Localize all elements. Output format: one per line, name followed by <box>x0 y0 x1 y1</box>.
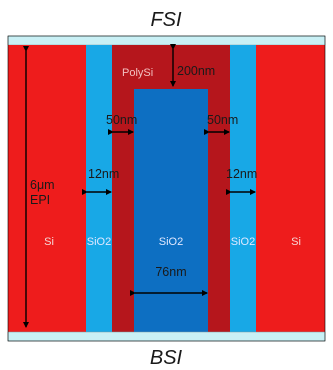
bottom-cap-layer <box>7 331 326 342</box>
sio2-liner-right <box>230 45 256 332</box>
liner-width-label-left: 12nm <box>88 167 119 181</box>
top-cap-layer <box>7 35 326 46</box>
si-label-left: Si <box>44 236 54 248</box>
epi-thickness-label: 6μm <box>30 178 55 192</box>
diagram-outline <box>7 35 326 342</box>
sio2-label-center: SiO2 <box>159 236 183 248</box>
sio2-core <box>134 89 208 332</box>
liner-width-label-right: 12nm <box>226 167 257 181</box>
epi-label: EPI <box>30 193 50 207</box>
sio2-label-left: SiO2 <box>87 236 111 248</box>
polysi-label: PolySi <box>122 67 153 79</box>
fsi-title: FSI <box>150 9 182 31</box>
polysi-width-label-left: 50nm <box>106 113 137 127</box>
sio2-liner-left <box>86 45 112 332</box>
polysi-thickness-label: 200nm <box>177 64 215 78</box>
core-width-label: 76nm <box>155 265 186 279</box>
polysi-width-label-right: 50nm <box>207 113 238 127</box>
si-label-right: Si <box>291 236 301 248</box>
sio2-label-right: SiO2 <box>231 236 255 248</box>
bsi-title: BSI <box>150 347 183 369</box>
